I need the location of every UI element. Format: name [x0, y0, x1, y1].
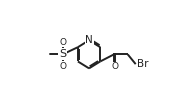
Text: S: S	[59, 49, 66, 59]
Text: O: O	[59, 62, 66, 71]
Text: O: O	[111, 62, 118, 71]
Text: Br: Br	[137, 59, 148, 69]
Text: N: N	[85, 35, 93, 45]
Text: O: O	[59, 38, 66, 47]
